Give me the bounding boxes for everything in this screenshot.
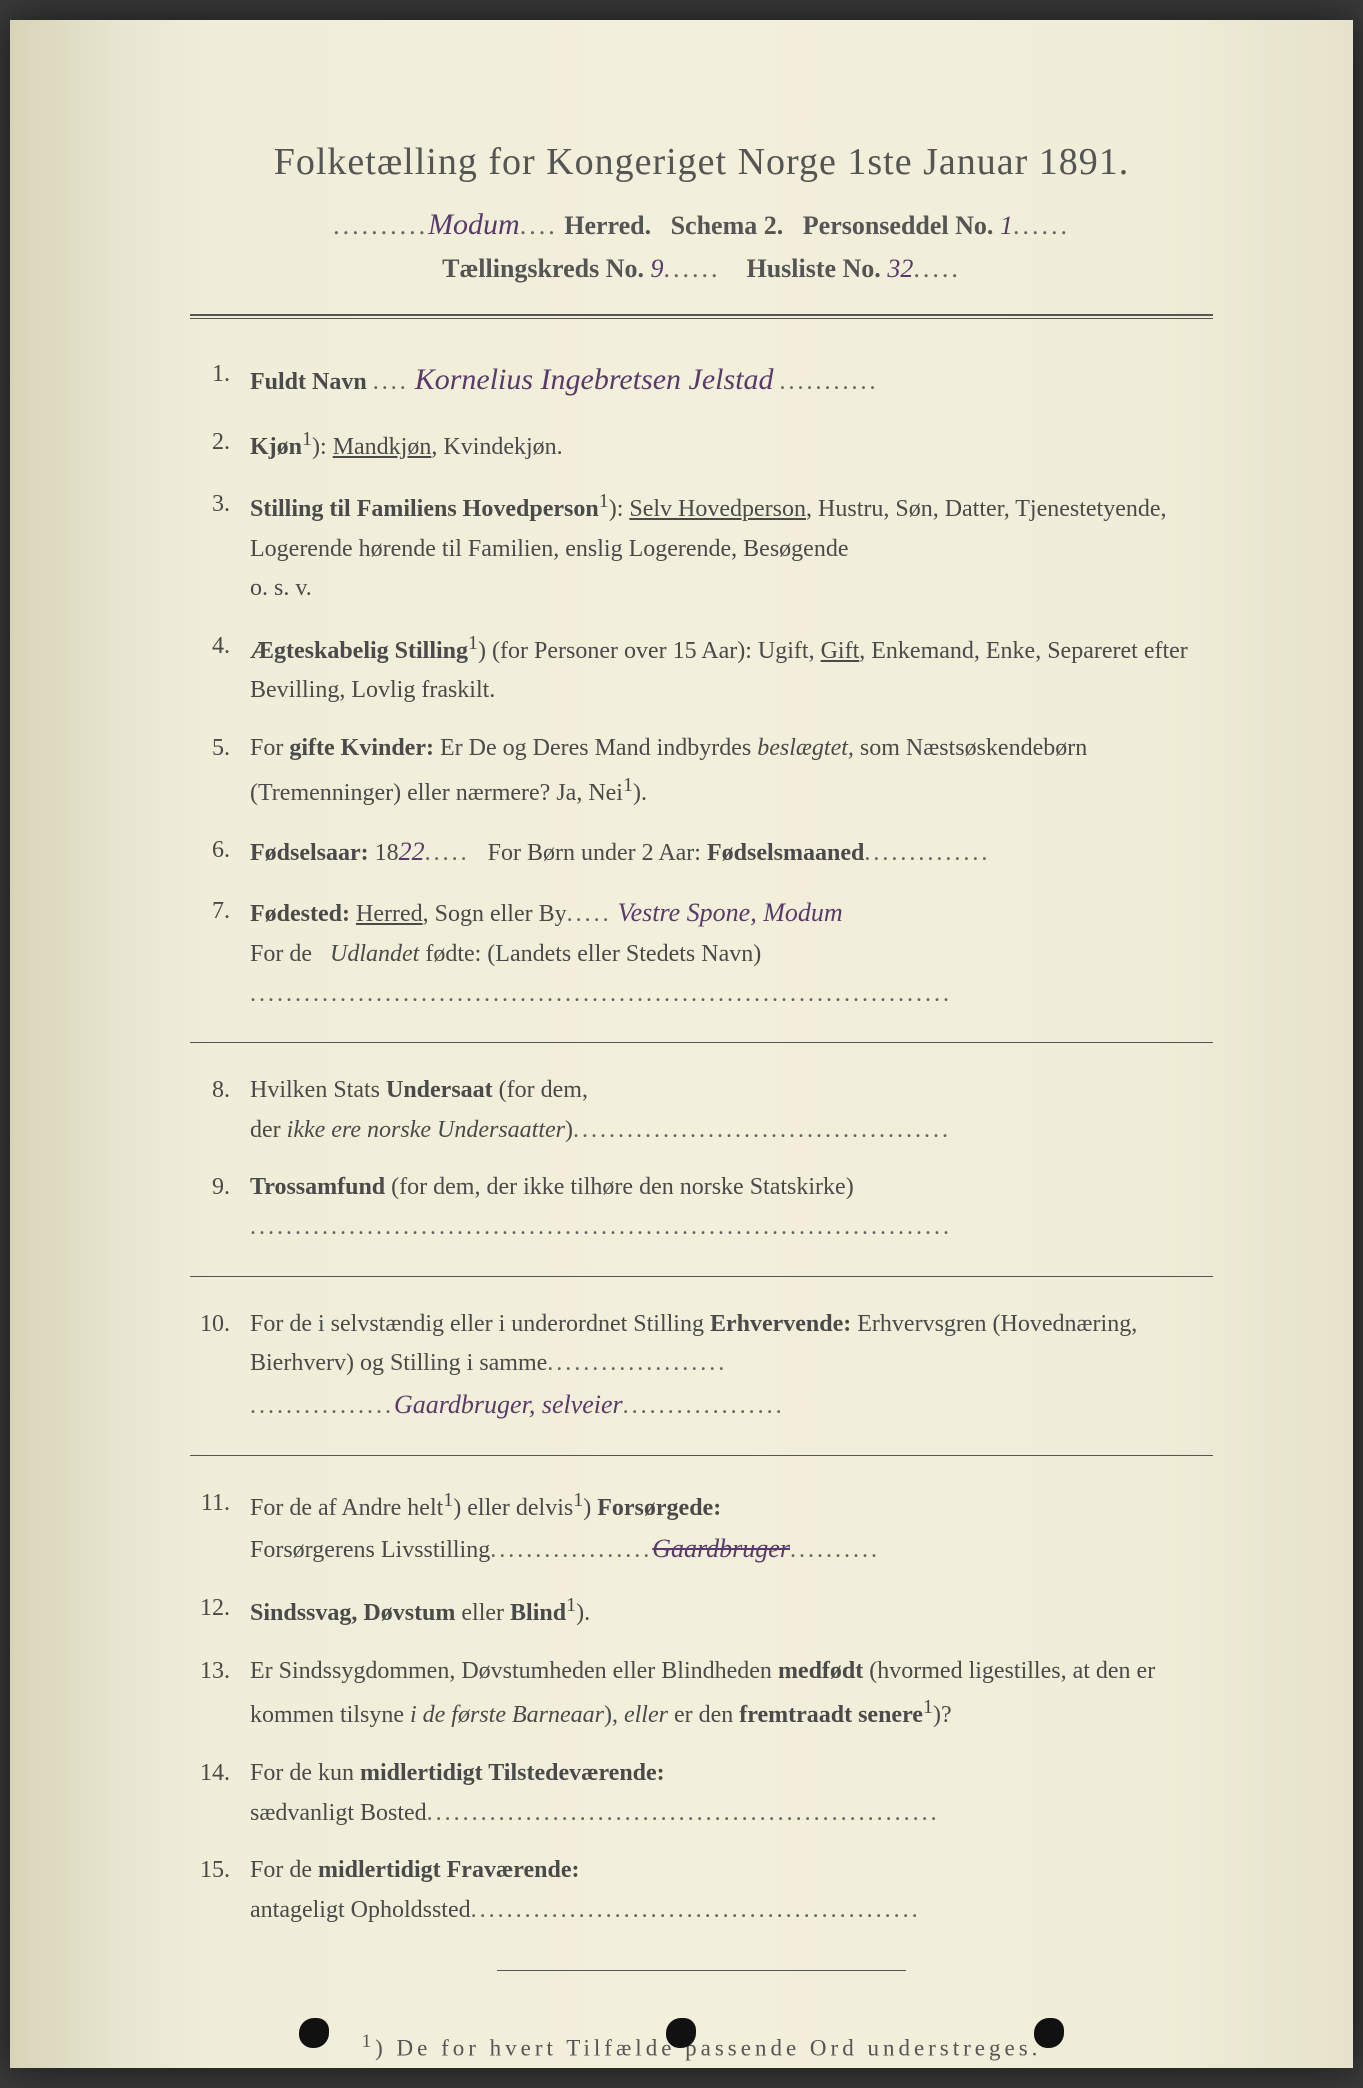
field-7-label: Fødested: (250, 901, 350, 927)
field-11-value: Gaardbruger (652, 1534, 790, 1563)
field-15: 15. For de midlertidigt Fraværende: anta… (190, 1851, 1213, 1930)
divider-3 (190, 1455, 1213, 1456)
field-4-label: Ægteskabelig Stilling (250, 638, 468, 664)
field-2-underlined: Mandkjøn (333, 434, 432, 460)
hole-icon (666, 2018, 696, 2048)
field-14: 14. For de kun midlertidigt Tilstedevære… (190, 1754, 1213, 1833)
field-13: 13. Er Sindssygdommen, Døvstumheden elle… (190, 1652, 1213, 1736)
field-1-value: Kornelius Ingebretsen Jelstad (415, 363, 774, 396)
herred-handwritten: Modum (428, 208, 520, 241)
field-10: 10. For de i selvstændig eller i underor… (190, 1305, 1213, 1427)
husliste-label: Husliste No. (746, 254, 880, 283)
census-form-page: Folketælling for Kongeriget Norge 1ste J… (10, 20, 1353, 2068)
punch-holes (10, 2018, 1353, 2048)
divider-1 (190, 1042, 1213, 1043)
field-3-label: Stilling til Familiens Hovedperson (250, 496, 599, 522)
field-11: 11. For de af Andre helt1) eller delvis1… (190, 1484, 1213, 1571)
field-4-underlined: Gift (821, 638, 860, 664)
field-2: 2. Kjøn1): Mandkjøn, Kvindekjøn. (190, 423, 1213, 468)
field-9: 9. Trossamfund (for dem, der ikke tilhør… (190, 1168, 1213, 1247)
hole-icon (299, 2018, 329, 2048)
field-2-label: Kjøn (250, 434, 302, 460)
subheader-line-1: ..........Modum.... Herred. Schema 2. Pe… (190, 208, 1213, 242)
field-12: 12. Sindssvag, Døvstum eller Blind1). (190, 1589, 1213, 1634)
field-10-value: Gaardbruger, selveier (394, 1390, 623, 1419)
field-6: 6. Fødselsaar: 1822..... For Børn under … (190, 831, 1213, 874)
kreds-label: Tællingskreds No. (442, 254, 644, 283)
personseddel-label: Personseddel No. (803, 211, 994, 240)
field-7-value: Vestre Spone, Modum (618, 898, 843, 927)
hole-icon (1034, 2018, 1064, 2048)
herred-label: Herred. (564, 211, 651, 240)
page-title: Folketælling for Kongeriget Norge 1ste J… (190, 140, 1213, 184)
personseddel-no: 1 (1000, 211, 1013, 240)
field-7: 7. Fødested: Herred, Sogn eller By..... … (190, 892, 1213, 1014)
subheader-line-2: Tællingskreds No. 9...... Husliste No. 3… (190, 254, 1213, 284)
schema-label: Schema 2. (671, 211, 784, 240)
husliste-no: 32 (887, 254, 913, 283)
field-6-year: 22 (399, 837, 425, 866)
field-1-label: Fuldt Navn (250, 369, 367, 395)
field-8: 8. Hvilken Stats Undersaat (for dem, der… (190, 1071, 1213, 1150)
kreds-no: 9 (650, 254, 663, 283)
field-3: 3. Stilling til Familiens Hovedperson1):… (190, 485, 1213, 609)
divider-2 (190, 1276, 1213, 1277)
field-4: 4. Ægteskabelig Stilling1) (for Personer… (190, 627, 1213, 711)
field-6-label: Fødselsaar: (250, 840, 369, 866)
field-1: 1. Fuldt Navn .... Kornelius Ingebretsen… (190, 355, 1213, 405)
divider-top (190, 314, 1213, 319)
field-3-underlined: Selv Hovedperson (629, 496, 806, 522)
divider-bottom (497, 1970, 906, 1971)
field-5: 5. For gifte Kvinder: Er De og Deres Man… (190, 729, 1213, 813)
